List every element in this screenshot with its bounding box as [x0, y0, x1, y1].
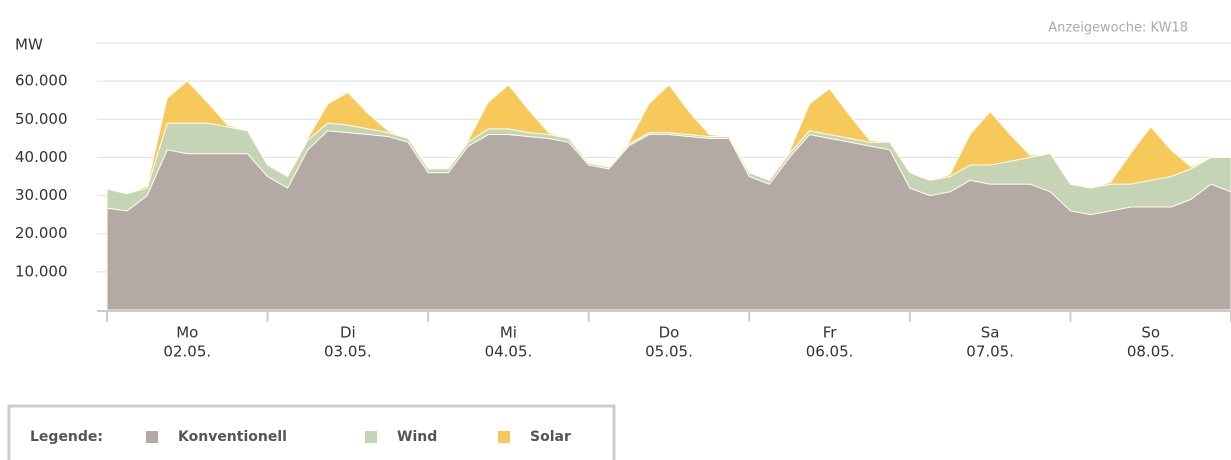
y-tick-label: 20.000 — [15, 224, 68, 242]
legend-label: Wind — [397, 429, 437, 445]
legend-label: Solar — [530, 429, 571, 445]
day-date: 04.05. — [485, 343, 533, 361]
legend-label: Konventionell — [178, 429, 287, 445]
legend-swatch — [365, 431, 377, 443]
areas — [106, 80, 1231, 311]
legend: Konventionell Wind Solar — [146, 429, 571, 445]
day-name: Mo — [176, 324, 198, 342]
day-date: 05.05. — [645, 343, 693, 361]
y-tick-label: 30.000 — [15, 186, 68, 204]
y-tick-label: 50.000 — [15, 110, 68, 128]
y-axis-label: MW — [15, 36, 43, 54]
day-date: 02.05. — [163, 343, 211, 361]
area — [106, 80, 1231, 195]
day-name: Fr — [823, 324, 838, 342]
legend-box — [7, 404, 616, 460]
y-tick-label: 10.000 — [15, 262, 68, 280]
day-date: 03.05. — [324, 343, 372, 361]
day-date: 07.05. — [966, 343, 1014, 361]
day-name: Do — [659, 324, 680, 342]
day-name: Sa — [981, 324, 1000, 342]
y-tick-label: 60.000 — [15, 72, 68, 90]
legend-swatch — [498, 431, 510, 443]
week-label: Anzeigewoche: KW18 — [1048, 21, 1188, 36]
day-name: Mi — [500, 324, 517, 342]
legend-swatch — [146, 431, 158, 443]
day-name: So — [1141, 324, 1160, 342]
y-tick-label: 40.000 — [15, 148, 68, 166]
day-name: Di — [340, 324, 356, 342]
day-date: 06.05. — [806, 343, 854, 361]
day-date: 08.05. — [1127, 343, 1175, 361]
legend-title: Legende: — [30, 429, 103, 445]
